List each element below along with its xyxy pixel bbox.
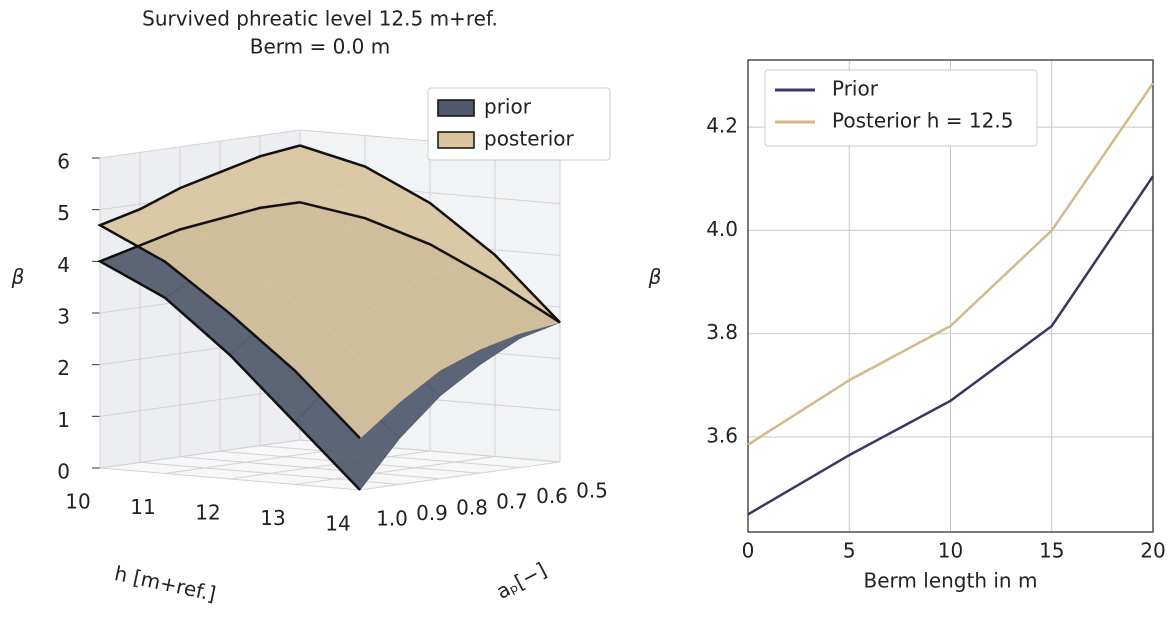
series-line (747, 175, 1155, 516)
z-tick-label: 0 (57, 460, 70, 484)
grid-line (294, 456, 496, 485)
grid-line (99, 439, 301, 469)
z-axis-label: β (11, 265, 25, 289)
z-tick-label: 2 (57, 356, 70, 380)
axes-frame (747, 59, 1154, 533)
y-axis-label: aₚ[−] (492, 558, 550, 604)
line-chart: 3.6 3.8 4.0 4.2 0 5 10 15 20 Prior Posterior h = 1… (648, 59, 1166, 593)
grid-line (229, 450, 431, 480)
legend-label: Posterior h = 12.5 (832, 109, 1013, 133)
legend-box (764, 69, 1038, 147)
x-tick-label: 10 (938, 539, 963, 563)
legend-swatch (437, 131, 475, 149)
y-tick-label: 3.8 (706, 320, 738, 344)
grid-line (259, 445, 521, 469)
y-tick-label: 1.0 (376, 507, 408, 531)
z-tick-label: 6 (57, 150, 70, 174)
y-tick-label: 4.2 (706, 114, 738, 138)
y-tick-label: 3.6 (706, 423, 738, 447)
surface-edge (97, 201, 361, 491)
y-tick-label: 0.8 (456, 495, 488, 519)
grid-line (359, 461, 561, 491)
y-tick-label: 0.6 (536, 484, 568, 508)
surface-edge (299, 201, 561, 324)
x-tick-label: 10 (65, 490, 90, 514)
y-tick-label: 0.7 (496, 490, 528, 514)
x-axis-label: Berm length in m (864, 569, 1038, 593)
legend-swatch (437, 99, 475, 117)
surface-edge (299, 144, 561, 324)
x-tick-label: 0 (742, 539, 755, 563)
y-tick-label: 0.9 (416, 501, 448, 525)
surface-edge (97, 144, 361, 440)
grid-line (179, 456, 441, 480)
z-tick-label: 1 (57, 408, 70, 432)
z-tick-label: 4 (57, 253, 70, 277)
y-axis-label: β (648, 265, 662, 289)
y-tick-label: 0.5 (576, 479, 608, 503)
x-tick-label: 14 (325, 512, 350, 536)
grid-line (99, 129, 301, 159)
legend-label: prior (484, 95, 532, 119)
chart-title: Survived phreatic level 12.5 m+ref. (142, 7, 498, 31)
x-tick-label: 12 (195, 501, 220, 525)
x-tick-label: 20 (1140, 539, 1165, 563)
series-line (747, 82, 1155, 446)
x-tick-label: 15 (1039, 539, 1064, 563)
y-tick-label: 4.0 (706, 217, 738, 241)
z-tick-label: 3 (57, 305, 70, 329)
grid-line (99, 467, 361, 491)
x-tick-label: 11 (130, 495, 155, 519)
x-tick-label: 5 (843, 539, 856, 563)
legend-label: posterior (484, 127, 575, 151)
chart-title: Berm = 0.0 m (250, 35, 391, 59)
x-tick-label: 13 (260, 506, 285, 530)
legend-label: Prior (832, 77, 879, 101)
x-axis-label: h [m+ref.] (112, 561, 218, 606)
z-tick-label: 5 (57, 201, 70, 225)
